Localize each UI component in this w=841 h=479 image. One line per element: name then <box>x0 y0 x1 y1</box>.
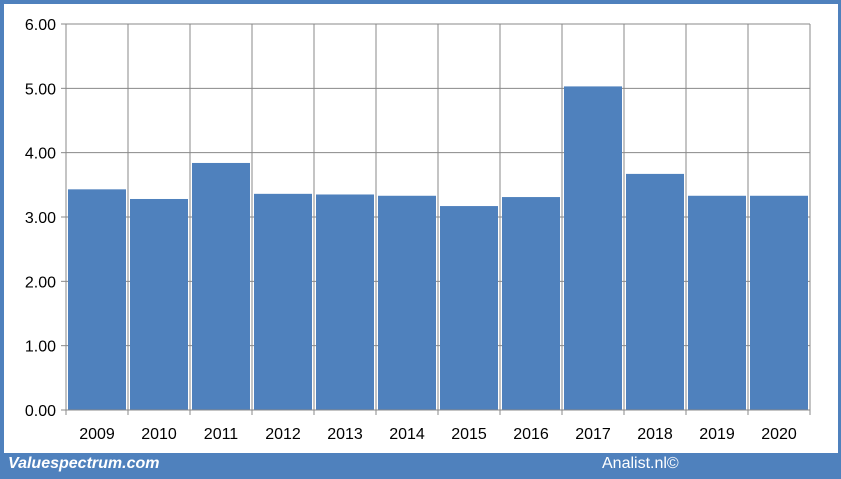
bars <box>68 86 808 411</box>
bar-2019 <box>688 195 746 410</box>
y-tick-label: 4.00 <box>25 146 56 163</box>
x-tick-label: 2019 <box>699 426 735 443</box>
x-tick-label: 2011 <box>204 426 239 443</box>
x-tick-label: 2012 <box>265 426 301 443</box>
bar-2009 <box>68 189 126 410</box>
grid <box>65 23 811 411</box>
chart-area: 0.00 1.00 2.00 3.00 4.00 5.00 6.00 2009 2010 2011… <box>4 4 838 453</box>
tick-labels: 0.00 1.00 2.00 3.00 4.00 5.00 6.00 2009 2010 2011… <box>25 17 797 443</box>
axes <box>61 23 811 415</box>
y-tick-label: 3.00 <box>25 210 56 227</box>
bar-2016 <box>502 197 560 410</box>
bar-2020 <box>750 195 808 410</box>
x-tick-label: 2014 <box>389 426 425 443</box>
x-tick-label: 2015 <box>451 426 487 443</box>
bar-2018 <box>626 173 684 410</box>
x-tick-label: 2016 <box>513 426 549 443</box>
brand-label: Valuespectrum.com <box>8 455 160 472</box>
bar-2011 <box>192 162 250 410</box>
credit-label: Analist.nl© <box>602 455 679 472</box>
x-tick-label: 2018 <box>637 426 673 443</box>
x-tick-label: 2017 <box>575 426 611 443</box>
bar-2010 <box>130 198 188 410</box>
y-tick-label: 2.00 <box>25 274 56 291</box>
x-tick-label: 2009 <box>79 426 115 443</box>
x-tick-label: 2013 <box>327 426 363 443</box>
bar-2012 <box>254 193 312 410</box>
bar-2015 <box>440 206 498 410</box>
bar-2014 <box>378 195 436 410</box>
y-tick-label: 6.00 <box>25 17 56 34</box>
bar-chart: 0.00 1.00 2.00 3.00 4.00 5.00 6.00 2009 2010 2011… <box>25 17 811 443</box>
x-tick-label: 2010 <box>141 426 177 443</box>
bar-2017 <box>564 86 622 411</box>
y-tick-label: 5.00 <box>25 81 56 98</box>
x-tick-label: 2020 <box>761 426 797 443</box>
bar-2013 <box>316 194 374 410</box>
y-tick-label: 0.00 <box>25 403 56 420</box>
y-tick-label: 1.00 <box>25 339 56 356</box>
